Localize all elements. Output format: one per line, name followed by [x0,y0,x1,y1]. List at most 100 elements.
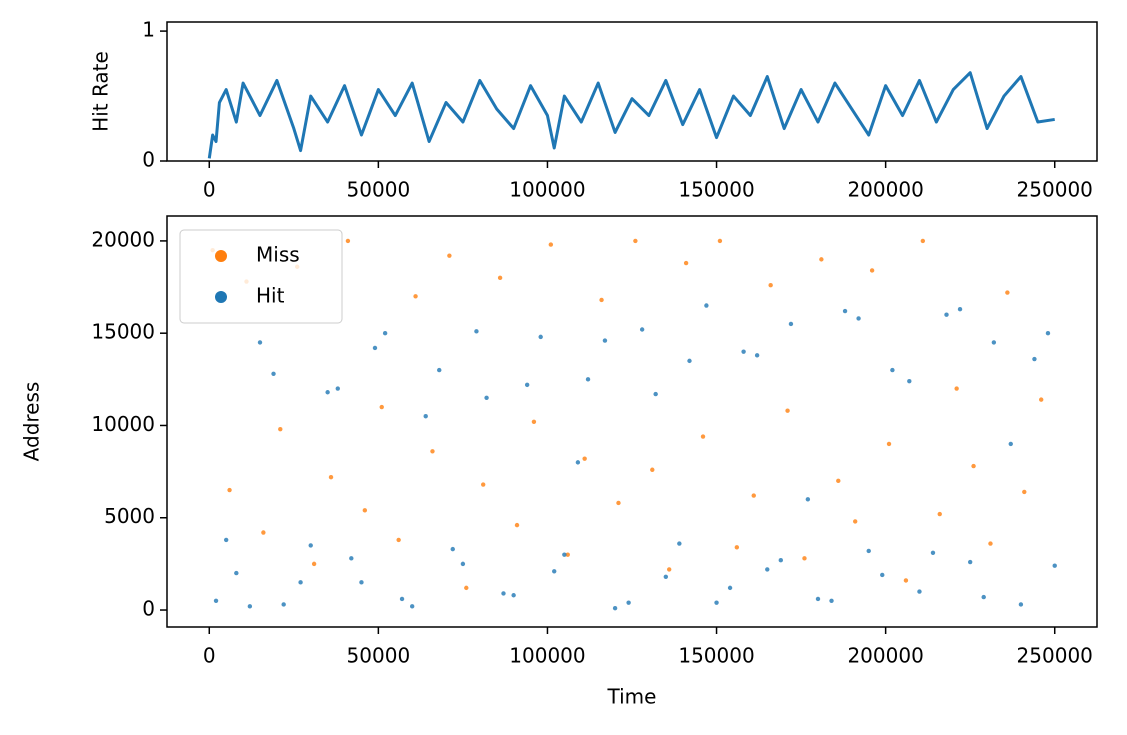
point [531,419,537,424]
point [639,327,645,332]
hit-rate-line [207,71,1055,159]
point [903,578,909,583]
point [234,570,239,576]
point [930,550,936,556]
point [447,253,452,258]
point [362,508,368,513]
point [413,294,418,299]
point [271,371,276,376]
point [450,546,455,552]
point [683,260,689,266]
point [890,367,895,373]
point [599,297,604,303]
point [734,545,740,550]
point [663,574,669,580]
point [650,467,655,472]
point [967,559,973,565]
point [538,334,543,340]
point [345,238,351,244]
x-tick-label: 200000 [847,178,923,202]
y-axis-label: Hit Rate [89,51,113,132]
point [1022,489,1027,495]
point [548,242,554,247]
point [907,378,912,384]
point [765,567,770,572]
point [511,593,516,598]
point [372,345,378,351]
point [399,596,405,602]
point [213,598,219,603]
point [514,522,520,528]
x-tick-label: 150000 [678,178,754,202]
legend-marker [215,250,227,262]
point [562,552,567,557]
axes-frame [166,21,1098,162]
y-tick-label: 10000 [91,412,155,436]
point [778,557,783,563]
point [359,580,364,585]
legend-marker [215,291,227,303]
x-tick-label: 50000 [347,178,411,202]
x-tick-label: 250000 [1017,644,1093,668]
point [335,386,340,391]
point [308,543,313,548]
point [223,537,229,543]
point [785,408,790,413]
point [409,604,415,609]
y-tick-label: 5000 [104,504,155,528]
point [788,321,794,327]
point [616,500,621,506]
point [552,569,557,574]
point [768,283,773,288]
x-tick-label: 100000 [509,178,585,202]
point [653,391,658,397]
point [836,478,841,484]
point [971,463,976,469]
point [1045,330,1051,336]
y-tick-label: 15000 [91,320,155,344]
x-tick-label: 100000 [509,644,585,668]
point [937,511,942,517]
point [281,602,286,607]
point [382,330,388,336]
point [602,338,608,343]
point [751,493,756,498]
point [430,449,435,454]
point [257,340,263,345]
point [981,594,986,600]
legend-label: Miss [256,243,300,267]
point [944,312,949,317]
point [612,605,618,611]
point [842,308,848,314]
point [687,358,692,364]
point [626,600,631,605]
point [856,316,861,321]
point [917,589,922,594]
point [460,561,466,567]
y-tick-label: 20000 [91,227,155,251]
point [1018,602,1024,607]
point [829,598,834,603]
point [717,238,723,244]
point [575,460,581,465]
point [920,238,926,244]
y-tick-label: 0 [142,597,155,621]
point [869,268,875,273]
point [988,541,993,546]
point [802,556,807,561]
point [1005,290,1010,295]
point [396,537,401,543]
point [501,591,506,596]
point [328,474,334,480]
point [298,580,303,585]
point [805,497,811,502]
point [633,238,638,244]
point [741,349,746,354]
x-tick-label: 200000 [847,644,923,668]
x-tick-label: 50000 [347,644,411,668]
point [481,482,486,487]
point [667,567,672,572]
x-tick-label: 150000 [678,644,754,668]
point [886,441,892,447]
